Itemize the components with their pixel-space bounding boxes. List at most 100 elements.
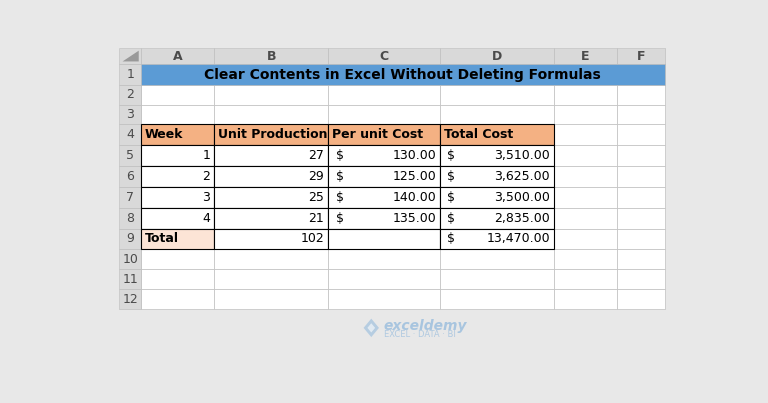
Bar: [214, 124, 328, 145]
Bar: [440, 64, 554, 85]
Bar: [554, 208, 617, 229]
Bar: [141, 187, 214, 208]
Bar: [328, 124, 440, 145]
Bar: [141, 187, 214, 208]
Bar: [328, 166, 440, 187]
Bar: [617, 48, 664, 64]
Bar: [328, 229, 440, 249]
Bar: [440, 208, 554, 229]
Bar: [328, 249, 440, 269]
Bar: [214, 64, 328, 85]
Text: 11: 11: [122, 273, 138, 286]
Bar: [617, 249, 664, 269]
Text: $: $: [448, 191, 455, 204]
Bar: [554, 249, 617, 269]
Bar: [554, 85, 617, 104]
Bar: [440, 289, 554, 310]
Bar: [120, 229, 141, 249]
Text: $: $: [336, 149, 344, 162]
Polygon shape: [367, 323, 375, 332]
Text: 9: 9: [126, 233, 134, 245]
Bar: [328, 229, 440, 249]
Text: 29: 29: [309, 170, 324, 183]
Bar: [440, 249, 554, 269]
Bar: [440, 229, 554, 249]
Bar: [120, 269, 141, 289]
Bar: [214, 187, 328, 208]
Bar: [141, 145, 214, 166]
Bar: [554, 229, 617, 249]
Bar: [617, 208, 664, 229]
Bar: [141, 269, 214, 289]
Bar: [141, 64, 214, 85]
Text: Total: Total: [145, 233, 179, 245]
Bar: [554, 104, 617, 124]
Bar: [141, 229, 214, 249]
Bar: [617, 145, 664, 166]
Text: exceldemy: exceldemy: [383, 318, 467, 332]
Bar: [120, 48, 141, 64]
Bar: [120, 249, 141, 269]
Bar: [554, 187, 617, 208]
Text: 12: 12: [122, 293, 138, 306]
Bar: [440, 187, 554, 208]
Bar: [141, 166, 214, 187]
Bar: [328, 269, 440, 289]
Bar: [141, 124, 214, 145]
Text: 135.00: 135.00: [392, 212, 436, 224]
Text: 2: 2: [203, 170, 210, 183]
Bar: [440, 85, 554, 104]
Text: 25: 25: [309, 191, 324, 204]
Text: Per unit Cost: Per unit Cost: [332, 128, 423, 141]
Text: 21: 21: [309, 212, 324, 224]
Polygon shape: [123, 51, 139, 61]
Text: $: $: [448, 212, 455, 224]
Text: $: $: [336, 170, 344, 183]
Text: D: D: [492, 50, 502, 62]
Polygon shape: [363, 319, 379, 337]
Text: 3,625.00: 3,625.00: [495, 170, 550, 183]
Text: A: A: [173, 50, 183, 62]
Bar: [328, 104, 440, 124]
Text: B: B: [266, 50, 276, 62]
Text: $: $: [336, 212, 344, 224]
Bar: [141, 249, 214, 269]
Bar: [141, 166, 214, 187]
Bar: [554, 145, 617, 166]
Text: E: E: [581, 50, 590, 62]
Bar: [328, 145, 440, 166]
Text: 27: 27: [309, 149, 324, 162]
Bar: [120, 289, 141, 310]
Bar: [554, 269, 617, 289]
Bar: [120, 124, 141, 145]
Bar: [440, 48, 554, 64]
Bar: [120, 85, 141, 104]
Bar: [440, 229, 554, 249]
Text: 3,500.00: 3,500.00: [494, 191, 550, 204]
Bar: [214, 48, 328, 64]
Bar: [554, 166, 617, 187]
Bar: [328, 64, 440, 85]
Text: 8: 8: [126, 212, 134, 224]
Bar: [120, 104, 141, 124]
Bar: [214, 229, 328, 249]
Bar: [554, 124, 617, 145]
Text: 4: 4: [126, 128, 134, 141]
Bar: [440, 124, 554, 145]
Bar: [214, 104, 328, 124]
Text: 125.00: 125.00: [392, 170, 436, 183]
Bar: [120, 48, 664, 310]
Bar: [328, 145, 440, 166]
Bar: [214, 249, 328, 269]
Bar: [617, 64, 664, 85]
Bar: [214, 145, 328, 166]
Bar: [440, 145, 554, 166]
Text: 2,835.00: 2,835.00: [494, 212, 550, 224]
Bar: [440, 187, 554, 208]
Bar: [617, 166, 664, 187]
Text: 6: 6: [126, 170, 134, 183]
Text: EXCEL · DATA · BI: EXCEL · DATA · BI: [383, 330, 455, 339]
Text: F: F: [637, 50, 645, 62]
Bar: [120, 64, 141, 85]
Bar: [440, 145, 554, 166]
